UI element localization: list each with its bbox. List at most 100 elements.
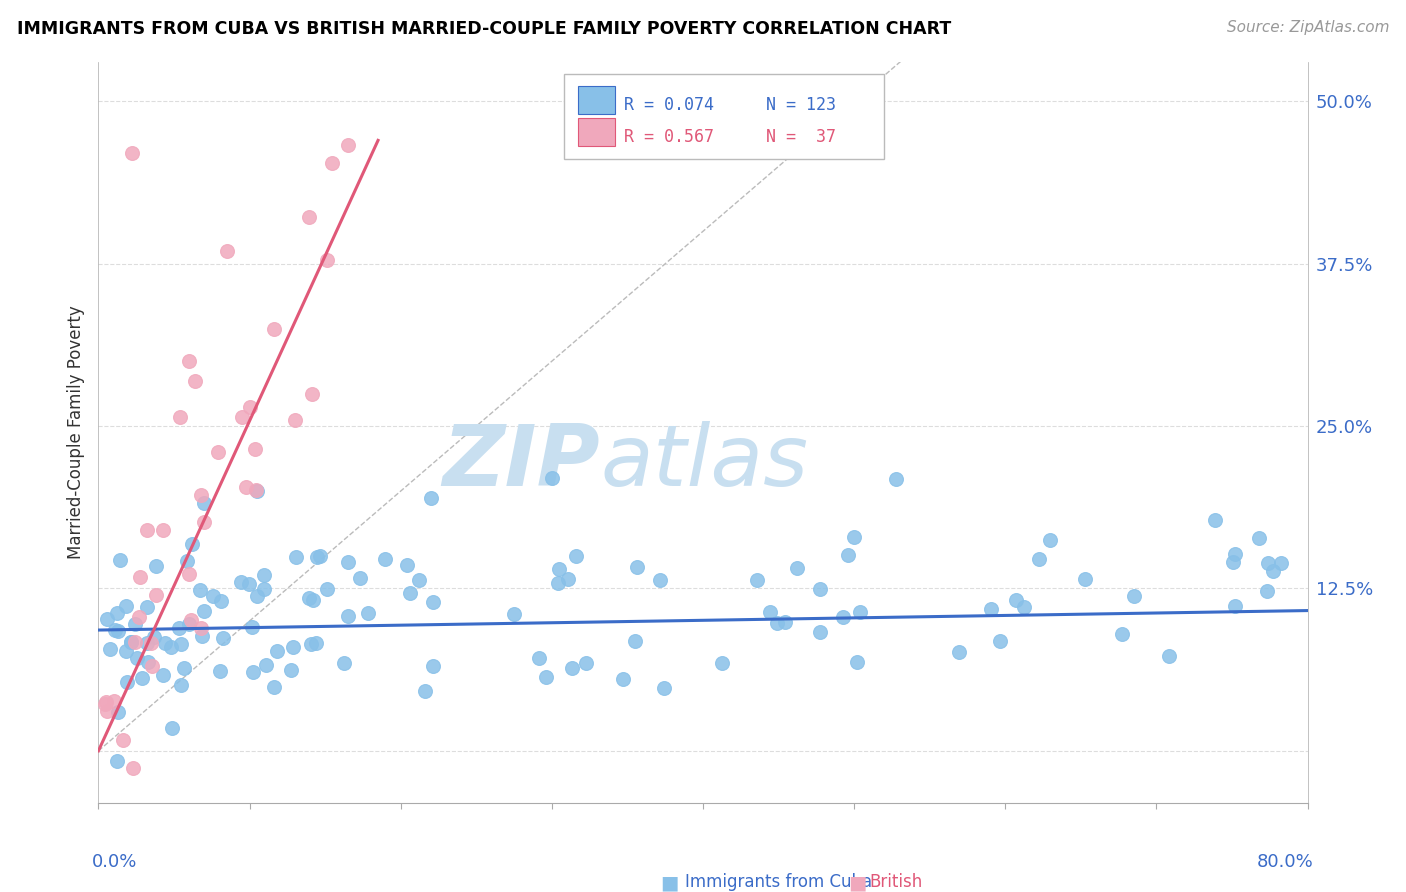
Point [564, 549, 586, 564]
Point [193, 604, 215, 618]
Point [1270, 556, 1292, 570]
Y-axis label: Married-Couple Family Poverty: Married-Couple Family Poverty [66, 306, 84, 559]
Point [188, 582, 211, 597]
Point [246, 484, 269, 499]
Point [135, 636, 157, 650]
Point [315, 582, 337, 596]
Point [253, 568, 276, 582]
Point [422, 595, 444, 609]
Point [374, 551, 396, 566]
Point [152, 668, 174, 682]
Point [980, 602, 1002, 616]
Point [107, 624, 129, 638]
Point [557, 572, 579, 586]
Point [1122, 589, 1144, 603]
Point [321, 156, 343, 170]
Point [336, 137, 359, 152]
Text: 80.0%: 80.0% [1257, 853, 1313, 871]
Point [1223, 599, 1246, 613]
Point [121, 146, 143, 161]
Point [408, 573, 430, 587]
Point [1157, 648, 1180, 663]
Point [775, 615, 797, 629]
Point [281, 640, 304, 654]
Point [115, 599, 138, 613]
Point [652, 681, 675, 695]
Point [252, 582, 274, 596]
Point [759, 605, 782, 619]
Point [239, 400, 262, 414]
Point [103, 694, 125, 708]
Point [502, 607, 524, 622]
Point [193, 495, 215, 509]
Point [420, 491, 443, 505]
Point [235, 480, 257, 494]
Text: Immigrants from Cuba: Immigrants from Cuba [685, 873, 872, 891]
Point [547, 575, 569, 590]
Point [808, 582, 831, 596]
Point [191, 629, 214, 643]
Point [534, 670, 557, 684]
Point [846, 655, 869, 669]
Point [190, 488, 212, 502]
Point [648, 573, 671, 587]
Point [837, 548, 859, 562]
Point [208, 664, 231, 678]
Point [1039, 533, 1062, 547]
Point [179, 354, 201, 368]
Point [302, 592, 325, 607]
Point [104, 623, 127, 637]
Point [624, 634, 647, 648]
Point [177, 617, 200, 632]
Point [280, 663, 302, 677]
Point [285, 550, 308, 565]
Point [413, 684, 436, 698]
Point [1261, 564, 1284, 578]
Point [115, 675, 138, 690]
Point [170, 637, 193, 651]
Point [96, 695, 118, 709]
Point [120, 635, 142, 649]
Point [284, 412, 307, 426]
Point [209, 594, 232, 608]
Point [1012, 599, 1035, 614]
Text: atlas: atlas [600, 421, 808, 504]
Point [121, 761, 143, 775]
Point [309, 549, 332, 564]
Point [212, 631, 235, 645]
Text: ■: ■ [661, 873, 679, 892]
Point [263, 322, 285, 336]
Bar [578, 118, 614, 146]
Point [107, 705, 129, 719]
Point [190, 621, 212, 635]
Point [1028, 551, 1050, 566]
Point [160, 722, 183, 736]
Point [110, 553, 132, 567]
Point [1223, 547, 1246, 561]
Point [169, 409, 191, 424]
Point [207, 444, 229, 458]
Point [131, 671, 153, 685]
Point [193, 515, 215, 529]
Point [170, 678, 193, 692]
Point [105, 606, 128, 620]
Point [1074, 572, 1097, 586]
Point [301, 387, 323, 401]
Text: ■: ■ [848, 873, 866, 892]
Point [135, 599, 157, 614]
Point [336, 609, 359, 624]
Text: N =  37: N = 37 [766, 128, 837, 145]
Point [349, 571, 371, 585]
Point [626, 560, 648, 574]
Point [786, 560, 808, 574]
Point [254, 657, 277, 672]
Point [176, 554, 198, 568]
Point [240, 620, 263, 634]
Point [238, 577, 260, 591]
Point [111, 732, 134, 747]
Bar [578, 87, 614, 114]
Point [128, 610, 150, 624]
Point [336, 555, 359, 569]
Point [179, 613, 201, 627]
Point [844, 529, 866, 543]
